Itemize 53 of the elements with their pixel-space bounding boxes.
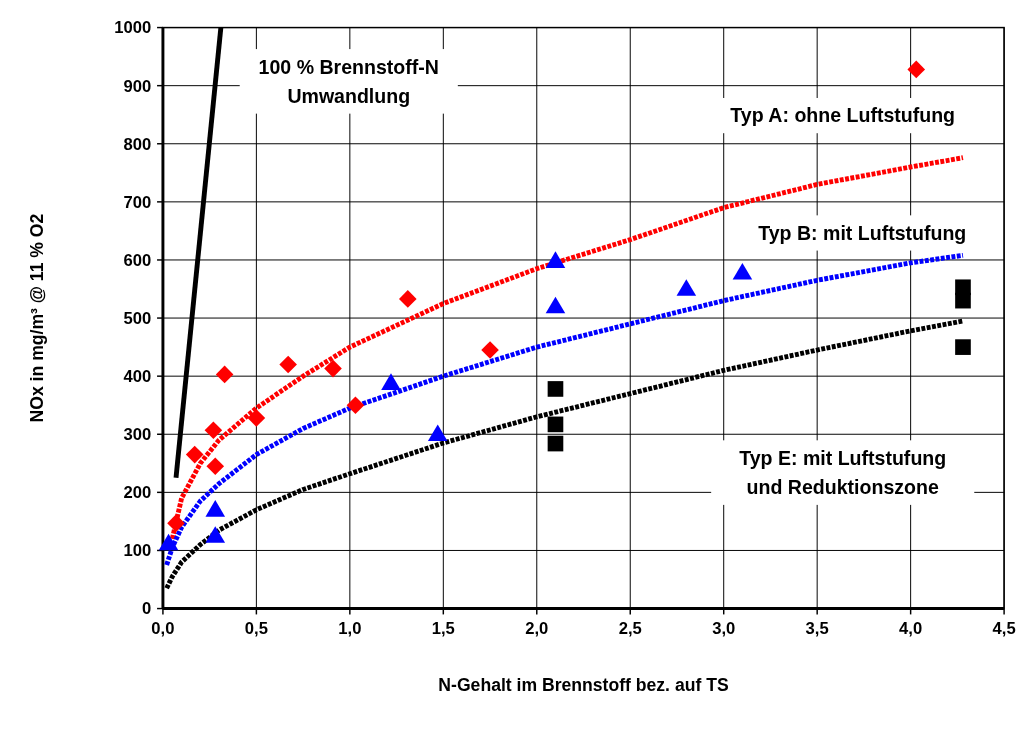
y-tick-label: 400 <box>123 367 152 387</box>
annotation: Typ A: ohne Luftstufung <box>730 104 956 127</box>
y-tick-label: 500 <box>123 308 152 328</box>
x-tick-label: 4,5 <box>992 618 1016 638</box>
point <box>399 290 417 308</box>
y-tick-label: 100 <box>123 541 152 561</box>
y-tick-label: 700 <box>123 192 152 212</box>
point <box>215 365 234 384</box>
x-axis-title: N-Gehalt im Brennstoff bez. auf TS <box>438 674 729 695</box>
point <box>427 424 448 442</box>
point <box>158 533 179 551</box>
point <box>205 500 226 517</box>
point <box>547 381 564 397</box>
x-tick-label: 1,0 <box>338 618 362 638</box>
y-tick-label: 1000 <box>114 18 152 38</box>
point <box>279 355 297 374</box>
annotation: 100 % Brennstoff-N Umwandlung <box>258 55 439 107</box>
y-axis-title: NOx in mg/m³ @ 11 % O2 <box>26 213 47 423</box>
point <box>955 339 971 355</box>
point <box>732 262 753 280</box>
x-tick-label: 2,5 <box>618 618 642 638</box>
y-tick-label: 0 <box>141 599 152 619</box>
y-tick-label: 900 <box>123 76 152 96</box>
point <box>346 396 365 415</box>
point <box>185 445 204 464</box>
y-tick-label: 600 <box>123 250 152 270</box>
point <box>381 373 401 390</box>
point <box>247 409 266 427</box>
point <box>324 359 342 378</box>
point <box>907 60 926 79</box>
x-tick-label: 3,0 <box>712 618 736 638</box>
y-tick-label: 800 <box>123 134 152 154</box>
point <box>545 251 566 268</box>
point <box>676 279 697 296</box>
point <box>205 526 226 543</box>
x-tick-label: 0,5 <box>244 618 268 638</box>
y-tick-label: 300 <box>123 425 152 445</box>
point <box>167 514 185 532</box>
x-tick-label: 0,0 <box>151 618 175 638</box>
point <box>955 292 971 309</box>
annotation: Typ E: mit Luftstufung und Reduktionszone <box>739 446 947 499</box>
point <box>481 341 499 359</box>
point <box>206 457 225 476</box>
annotation: Typ B: mit Luftstufung <box>758 221 967 244</box>
x-tick-label: 4,0 <box>899 618 923 638</box>
y-tick-label: 200 <box>123 483 152 503</box>
point <box>547 416 564 433</box>
point <box>545 296 566 314</box>
x-tick-label: 3,5 <box>805 618 829 638</box>
x-tick-label: 2,0 <box>525 618 549 638</box>
point <box>547 435 564 452</box>
x-tick-label: 1,5 <box>431 618 455 638</box>
point <box>204 421 223 439</box>
